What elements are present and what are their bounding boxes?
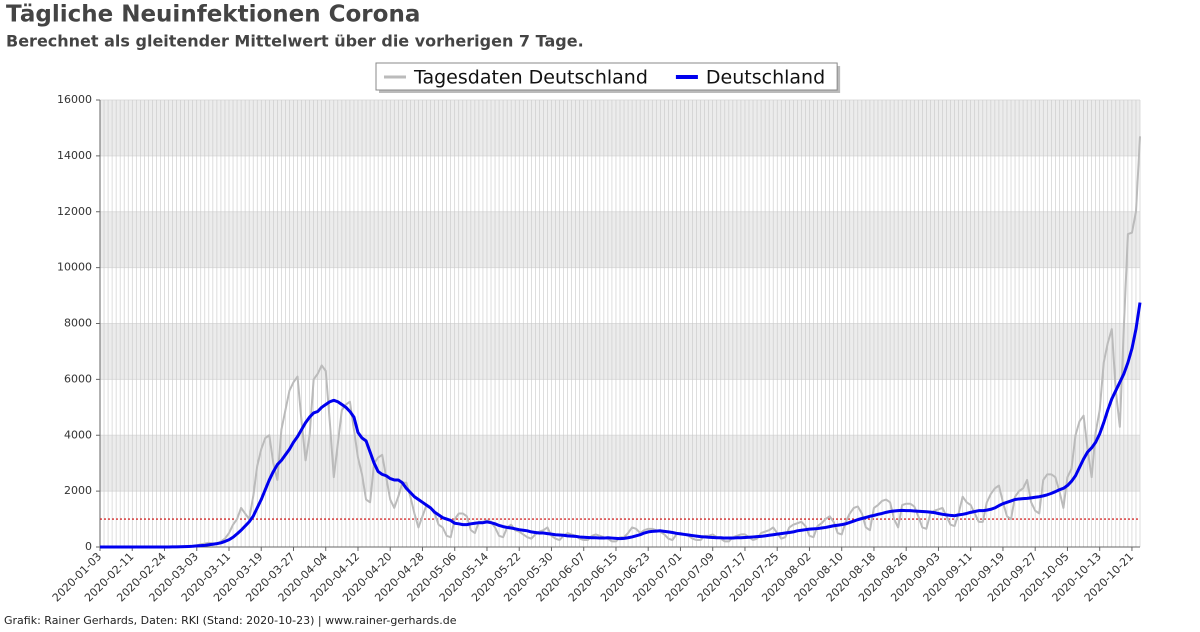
legend: Tagesdaten Deutschland Deutschland (375, 62, 841, 93)
y-tick-label: 4000 (64, 428, 92, 441)
y-tick-label: 0 (85, 540, 92, 553)
y-tick-label: 6000 (64, 372, 92, 385)
y-tick-label: 14000 (57, 149, 92, 162)
series-line (100, 302, 1142, 549)
y-tick-label: 12000 (57, 205, 92, 218)
chart-title: Tägliche Neuinfektionen Corona (6, 2, 420, 28)
legend-box (375, 62, 838, 91)
y-tick-label: 16000 (57, 93, 92, 106)
y-tick-label: 8000 (64, 317, 92, 330)
y-tick-label: 10000 (57, 261, 92, 274)
y-tick-label: 2000 (64, 484, 92, 497)
chart-subtitle: Berechnet als gleitender Mittelwert über… (6, 32, 584, 51)
legend-label: Deutschland (706, 67, 825, 89)
legend-label: Tagesdaten Deutschland (413, 67, 648, 89)
footer: Grafik: Rainer Gerhards, Daten: RKI (Sta… (4, 614, 457, 627)
